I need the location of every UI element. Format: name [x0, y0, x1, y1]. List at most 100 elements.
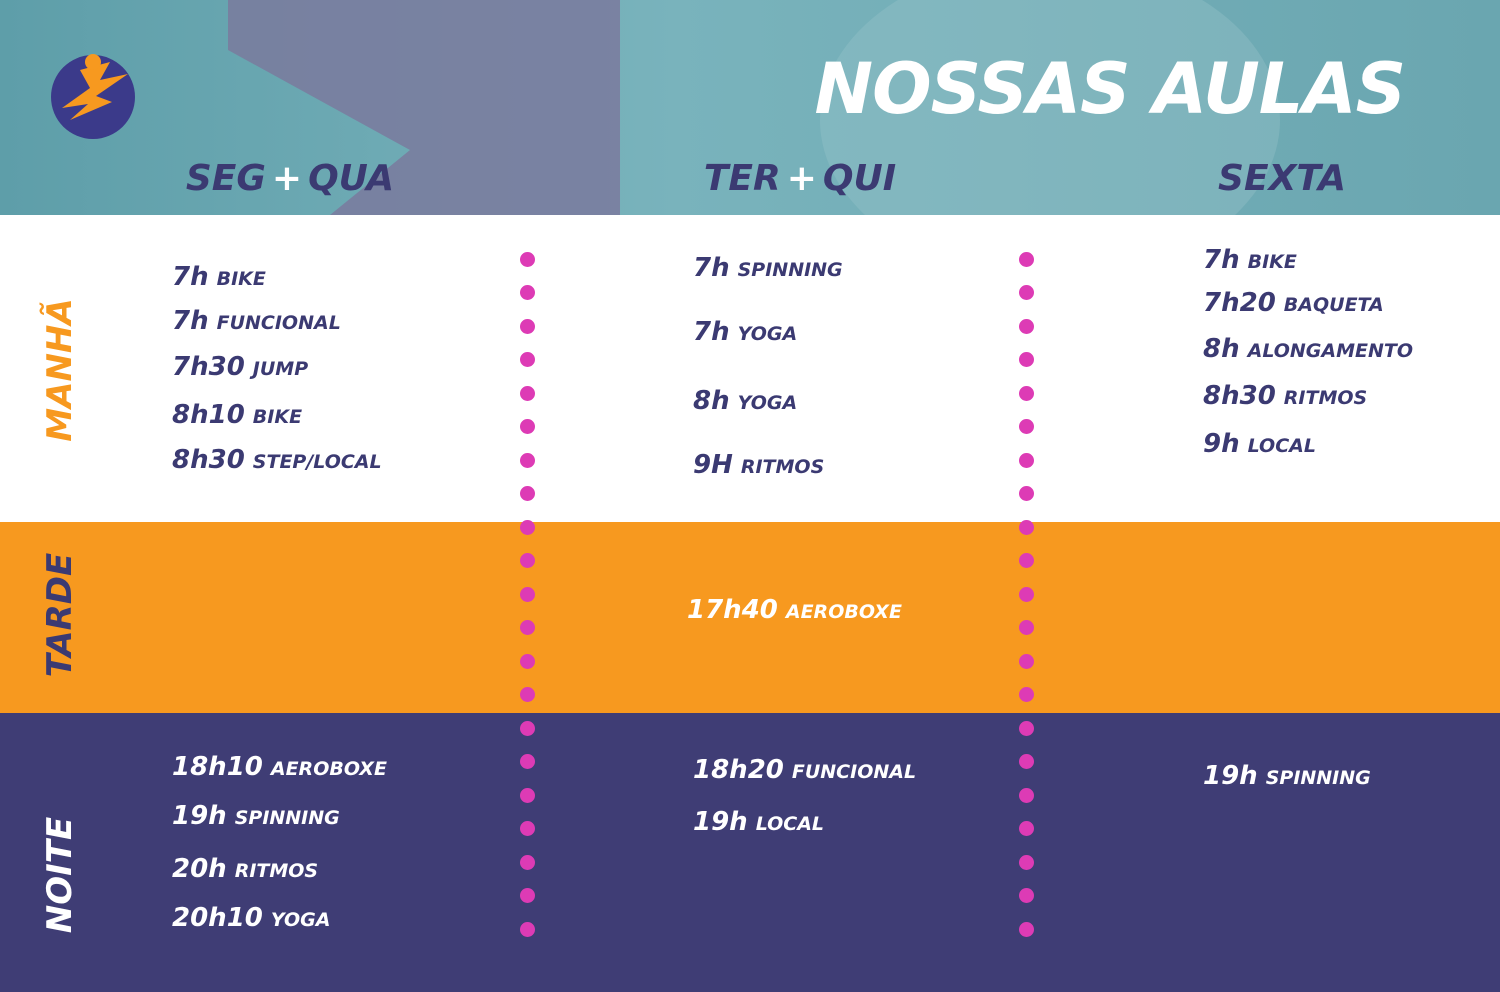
- class-entry: 7h SPINNING: [693, 253, 843, 283]
- class-name: LOCAL: [1247, 435, 1316, 457]
- divider-dot: [519, 318, 535, 334]
- day-plus: +: [786, 158, 817, 199]
- divider-dot: [519, 519, 535, 535]
- period-label: NOITE: [40, 816, 80, 934]
- class-entry: 8h30 STEP/LOCAL: [172, 445, 382, 475]
- divider-dot: [519, 754, 535, 769]
- class-time: 7h30: [172, 352, 245, 382]
- class-time: 19h: [1203, 761, 1258, 791]
- class-time: 9H: [693, 450, 733, 480]
- class-time: 18h10: [172, 752, 263, 782]
- class-entry: 7h BIKE: [172, 262, 266, 292]
- class-time: 7h: [693, 317, 730, 347]
- divider-dot: [1018, 352, 1034, 367]
- divider-dot: [1018, 653, 1034, 669]
- class-entry: 20h10 YOGA: [172, 903, 330, 933]
- class-entry: 7h30 JUMP: [172, 352, 308, 382]
- divider-dot: [1018, 553, 1034, 568]
- class-entry: 8h ALONGAMENTO: [1203, 334, 1413, 364]
- class-time: 8h10: [172, 400, 245, 430]
- period-label: TARDE: [40, 552, 80, 678]
- day-name: TER: [703, 158, 781, 199]
- divider-dot: [519, 586, 535, 602]
- day-header: SEXTA: [1218, 158, 1346, 199]
- morning-band: [0, 215, 1500, 522]
- class-entry: 17h40 AEROBOXE: [687, 595, 902, 625]
- class-time: 7h: [172, 262, 209, 292]
- class-entry: 9h LOCAL: [1203, 429, 1316, 459]
- class-entry: 9H RITMOS: [693, 450, 824, 480]
- divider-dot: [519, 787, 535, 803]
- divider-dot: [519, 921, 535, 937]
- class-entry: 19h SPINNING: [172, 801, 340, 831]
- class-name: STEP/LOCAL: [252, 451, 382, 473]
- class-name: SPINNING: [1265, 767, 1371, 789]
- divider-dot: [1018, 720, 1034, 736]
- class-time: 19h: [693, 807, 748, 837]
- header-art: [51, 0, 1280, 215]
- day-header: TER + QUI: [704, 158, 896, 199]
- class-entry: 18h10 AEROBOXE: [172, 752, 387, 782]
- divider-dot: [519, 720, 535, 736]
- divider-dot: [519, 553, 535, 568]
- divider-dot: [519, 251, 535, 267]
- night-band: [0, 713, 1500, 992]
- class-time: 7h: [693, 253, 730, 283]
- class-name: BAQUETA: [1283, 294, 1384, 316]
- class-time: 18h20: [693, 755, 784, 785]
- class-name: BIKE: [216, 268, 266, 290]
- divider-dot: [1018, 486, 1034, 501]
- divider-dot: [519, 385, 535, 401]
- divider-dot: [519, 285, 535, 300]
- class-name: BIKE: [1247, 251, 1297, 273]
- class-name: YOGA: [737, 323, 798, 345]
- divider-dot: [1018, 318, 1034, 334]
- divider-dot: [519, 653, 535, 669]
- class-entry: 7h20 BAQUETA: [1203, 288, 1384, 318]
- class-time: 8h: [1203, 334, 1240, 364]
- divider-dot: [519, 486, 535, 501]
- header: NOSSAS AULAS: [0, 0, 1500, 215]
- class-time: 7h20: [1203, 288, 1276, 318]
- day-header: SEG + QUA: [186, 158, 394, 199]
- divider-dot: [1018, 452, 1034, 468]
- divider-dot: [1018, 888, 1034, 903]
- class-entry: 7h BIKE: [1203, 245, 1297, 275]
- divider-dot: [519, 854, 535, 870]
- divider-dot: [519, 419, 535, 434]
- day-plus: +: [271, 158, 303, 199]
- class-time: 8h30: [172, 445, 245, 475]
- divider-dot: [1018, 854, 1034, 870]
- divider-dot: [519, 821, 535, 836]
- class-time: 8h30: [1203, 381, 1276, 411]
- class-name: AEROBOXE: [270, 758, 387, 780]
- divider-dot: [1018, 687, 1034, 702]
- class-name: YOGA: [270, 909, 331, 931]
- day-name: QUA: [308, 158, 395, 199]
- class-time: 19h: [172, 801, 227, 831]
- class-time: 7h: [1203, 245, 1240, 275]
- class-entry: 19h LOCAL: [693, 807, 824, 837]
- class-name: JUMP: [252, 358, 309, 380]
- class-name: FUNCIONAL: [216, 312, 341, 334]
- divider-dot: [1018, 419, 1034, 434]
- divider-dot: [519, 687, 535, 702]
- class-name: SPINNING: [234, 807, 340, 829]
- afternoon-band: [0, 522, 1500, 713]
- class-time: 8h: [693, 386, 730, 416]
- divider-dot: [519, 352, 535, 367]
- divider-dot: [1018, 754, 1034, 769]
- day-name: SEG: [185, 158, 266, 199]
- divider-dot: [1018, 586, 1034, 602]
- class-name: RITMOS: [234, 860, 319, 882]
- class-name: AEROBOXE: [785, 601, 902, 623]
- divider-dot: [1018, 821, 1034, 836]
- class-time: 20h10: [172, 903, 263, 933]
- divider-dot: [1018, 251, 1034, 267]
- class-time: 7h: [172, 306, 209, 336]
- class-entry: 20h RITMOS: [172, 854, 318, 884]
- divider-dot: [519, 620, 535, 635]
- class-name: FUNCIONAL: [791, 761, 917, 783]
- class-name: YOGA: [737, 392, 798, 414]
